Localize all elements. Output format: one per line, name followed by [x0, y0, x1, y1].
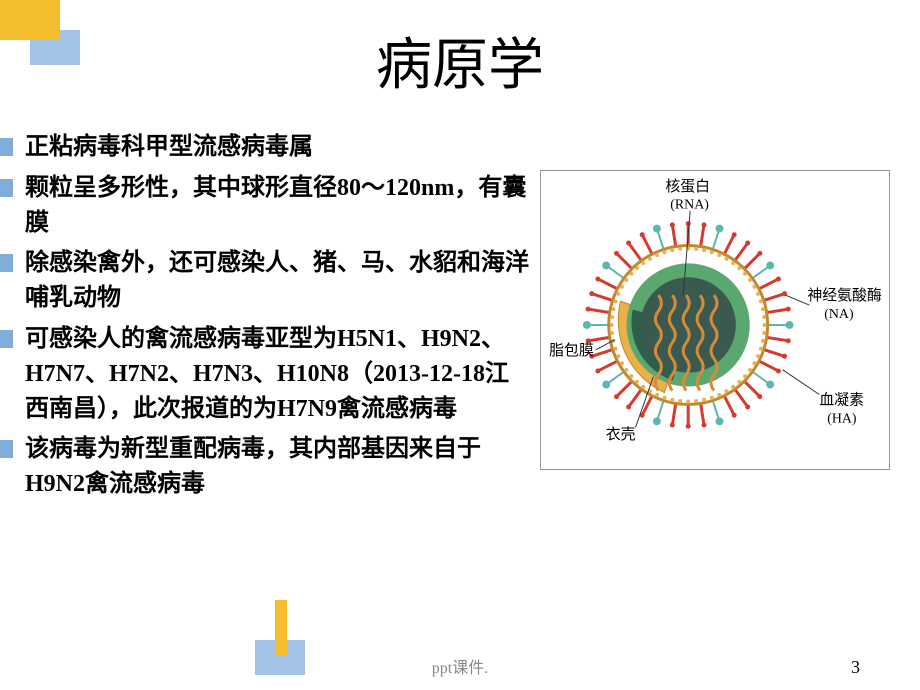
- bullet-text: 正粘病毒科甲型流感病毒属: [25, 130, 313, 165]
- label-rna-sub: (RNA): [670, 198, 709, 213]
- virus-diagram: 核蛋白 (RNA) 脂包膜 衣壳 神经氨酸酶 (NA) 血凝素 (HA): [540, 170, 890, 470]
- label-capsid: 衣壳: [606, 426, 636, 443]
- slide-title: 病原学: [0, 20, 920, 101]
- bullet-text: 颗粒呈多形性，其中球形直径80～120nm，有囊膜: [25, 171, 530, 241]
- label-rna: 核蛋白: [665, 178, 710, 195]
- mid-decor-yellow: [275, 600, 287, 655]
- label-ha: 血凝素: [819, 391, 864, 408]
- list-item: 该病毒为新型重配病毒，其内部基因来自于H9N2禽流感病毒: [0, 432, 530, 502]
- bullet-icon: [0, 330, 13, 348]
- list-item: 颗粒呈多形性，其中球形直径80～120nm，有囊膜: [0, 171, 530, 241]
- bullet-icon: [0, 254, 13, 272]
- label-lipid: 脂包膜: [549, 342, 594, 359]
- label-na: 神经氨酸酶: [807, 287, 882, 304]
- bullet-icon: [0, 138, 13, 156]
- bullet-text: 该病毒为新型重配病毒，其内部基因来自于H9N2禽流感病毒: [25, 432, 530, 502]
- list-item: 除感染禽外，还可感染人、猪、马、水貂和海洋哺乳动物: [0, 246, 530, 316]
- list-item: 正粘病毒科甲型流感病毒属: [0, 130, 530, 165]
- label-na-sub: (NA): [824, 307, 854, 322]
- corner-decor-yellow: [0, 0, 60, 40]
- label-ha-sub: (HA): [827, 411, 857, 426]
- bullet-text: 除感染禽外，还可感染人、猪、马、水貂和海洋哺乳动物: [25, 246, 530, 316]
- bullet-list: 正粘病毒科甲型流感病毒属 颗粒呈多形性，其中球形直径80～120nm，有囊膜 除…: [0, 130, 530, 508]
- footer-text: ppt课件.: [0, 654, 920, 678]
- virus-svg: 核蛋白 (RNA) 脂包膜 衣壳 神经氨酸酶 (NA) 血凝素 (HA): [541, 171, 889, 469]
- bullet-icon: [0, 179, 13, 197]
- page-number: 3: [851, 657, 860, 678]
- list-item: 可感染人的禽流感病毒亚型为H5N1、H9N2、H7N7、H7N2、H7N3、H1…: [0, 322, 530, 426]
- bullet-text: 可感染人的禽流感病毒亚型为H5N1、H9N2、H7N7、H7N2、H7N3、H1…: [25, 322, 530, 426]
- bullet-icon: [0, 440, 13, 458]
